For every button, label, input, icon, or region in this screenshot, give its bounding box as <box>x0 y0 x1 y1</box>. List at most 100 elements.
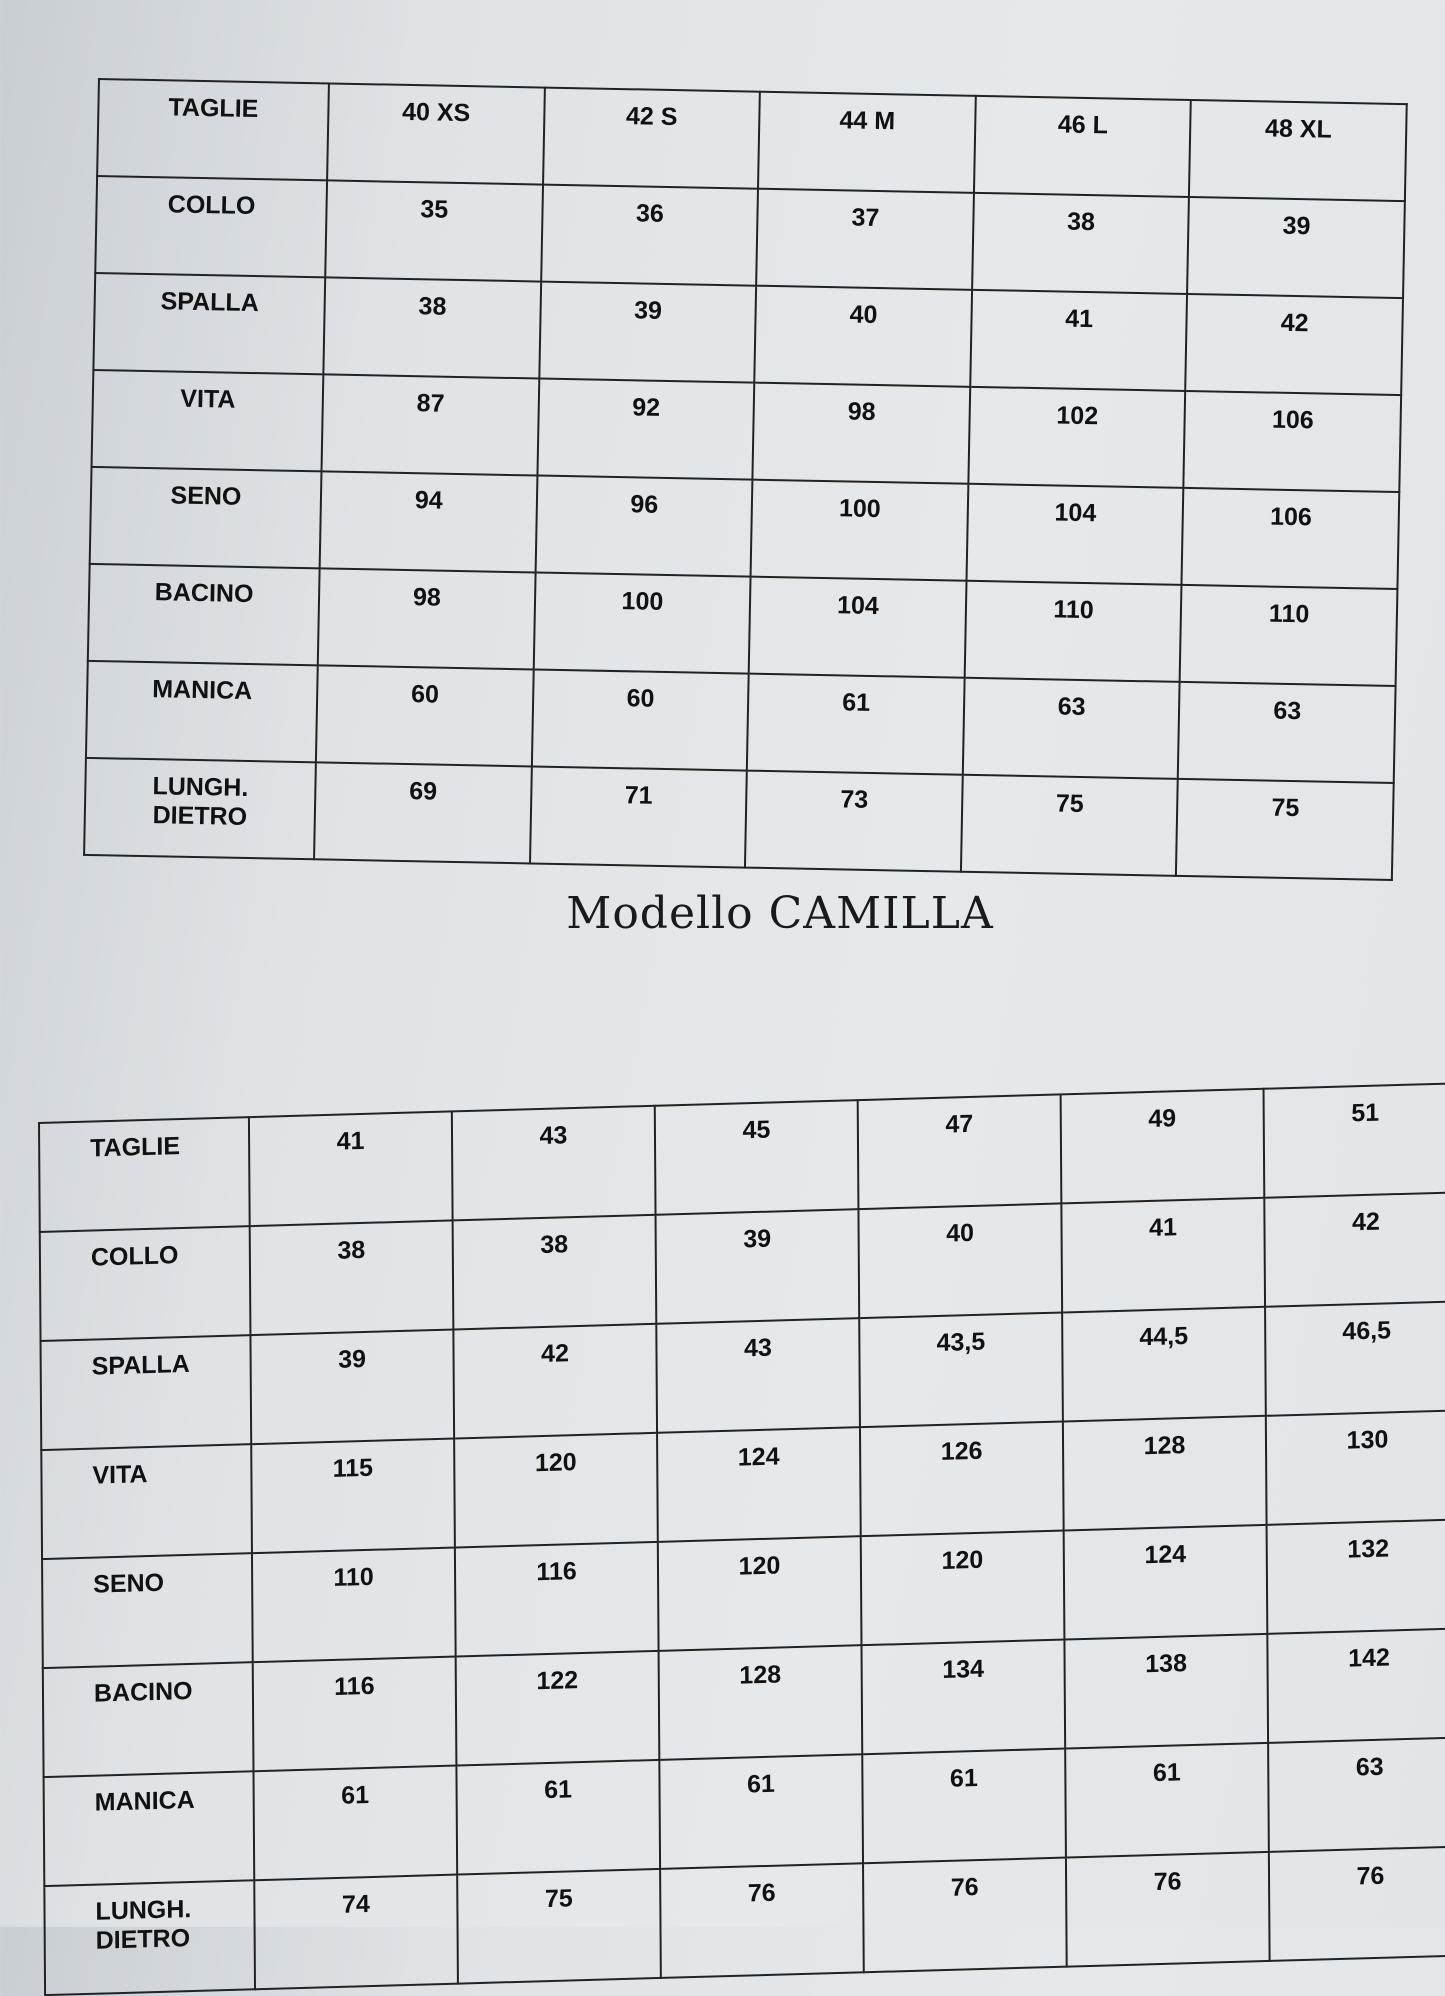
measurement-cell: 43 <box>656 1318 860 1433</box>
measurement-cell: 43,5 <box>859 1312 1063 1428</box>
measurement-cell: 98 <box>752 382 971 484</box>
measurement-cell: 130 <box>1265 1410 1445 1525</box>
measurement-cell: 132 <box>1266 1519 1445 1634</box>
measurement-cell: 61 <box>747 673 965 775</box>
measurement-cell: 92 <box>537 378 755 480</box>
measurement-cell: 74 <box>254 1874 458 1990</box>
measurement-cell: 60 <box>315 665 534 767</box>
measurement-cell: 120 <box>860 1530 1065 1646</box>
measurement-cell: 122 <box>455 1650 660 1766</box>
size-header: 42 S <box>542 87 761 189</box>
measurement-cell: 94 <box>319 471 538 573</box>
measurement-cell: 39 <box>655 1209 860 1324</box>
measurement-cell: 36 <box>540 184 759 286</box>
measurement-cell: 63 <box>962 677 1180 779</box>
measurement-cell: 128 <box>1062 1415 1267 1531</box>
row-label: SPALLA <box>93 272 326 375</box>
measurement-cell: 61 <box>862 1748 1066 1864</box>
measurement-cell: 38 <box>249 1220 454 1336</box>
measurement-cell: 110 <box>1179 584 1398 687</box>
measurement-cell: 42 <box>453 1323 658 1439</box>
measurement-cell: 61 <box>659 1754 864 1869</box>
size-table-top: TAGLIE 40 XS 42 S 44 M 46 L 48 XL COLLO 35 36 37 3… <box>83 78 1408 881</box>
measurement-cell: 73 <box>745 770 963 872</box>
measurement-cell: 124 <box>657 1427 861 1542</box>
measurement-cell: 87 <box>321 374 539 476</box>
measurement-cell: 42 <box>1264 1192 1445 1307</box>
measurement-cell: 106 <box>1181 487 1400 590</box>
measurement-cell: 120 <box>454 1432 658 1548</box>
row-label: BACINO <box>42 1662 254 1778</box>
row-label: LUNGH. DIETRO <box>84 757 316 860</box>
row-label: COLLO <box>39 1226 251 1342</box>
measurement-cell: 76 <box>660 1863 864 1978</box>
measurement-cell: 61 <box>253 1765 458 1881</box>
row-label: SENO <box>89 466 322 569</box>
row-label: SENO <box>42 1553 253 1669</box>
measurement-cell: 71 <box>529 766 748 868</box>
row-label: TAGLIE <box>39 1117 250 1232</box>
measurement-cell: 128 <box>658 1645 863 1760</box>
measurement-cell: 38 <box>971 192 1190 294</box>
measurement-cell: 44,5 <box>1062 1306 1266 1422</box>
measurement-cell: 39 <box>250 1329 455 1445</box>
measurement-cell: 106 <box>1183 390 1402 493</box>
measurement-cell: 96 <box>535 475 753 577</box>
measurement-cell: 124 <box>1063 1524 1268 1640</box>
measurement-cell: 41 <box>970 289 1188 391</box>
measurement-cell: 76 <box>1065 1851 1270 1967</box>
measurement-cell: 63 <box>1268 1737 1445 1852</box>
measurement-cell: 126 <box>859 1421 1064 1537</box>
measurement-cell: 138 <box>1064 1633 1269 1749</box>
row-label: SPALLA <box>40 1335 252 1451</box>
measurement-cell: 134 <box>861 1639 1066 1755</box>
size-header: 49 <box>1060 1088 1265 1204</box>
measurement-cell: 116 <box>252 1656 457 1772</box>
measurement-cell: 40 <box>858 1203 1063 1319</box>
measurement-cell: 115 <box>251 1438 455 1554</box>
row-label: COLLO <box>95 176 328 278</box>
size-header: 48 XL <box>1189 99 1407 202</box>
measurement-cell: 120 <box>657 1536 862 1651</box>
row-label: VITA <box>41 1444 252 1560</box>
size-header: 44 M <box>758 91 976 193</box>
measurement-cell: 102 <box>968 386 1186 488</box>
row-label: BACINO <box>87 563 320 666</box>
size-header: 47 <box>857 1094 1062 1210</box>
measurement-cell: 46,5 <box>1265 1301 1445 1416</box>
size-table-camilla: TAGLIE 41 43 45 47 49 51 COLLO 38 38 39 40 41 42 SPALL… <box>38 1082 1445 1996</box>
row-label: TAGLIE <box>97 79 329 181</box>
measurement-cell: 39 <box>1187 196 1405 299</box>
measurement-cell: 76 <box>863 1857 1067 1973</box>
measurement-cell: 98 <box>317 568 536 670</box>
size-header: 45 <box>654 1100 859 1215</box>
measurement-cell: 75 <box>960 774 1179 876</box>
measurement-cell: 100 <box>750 479 969 581</box>
measurement-cell: 76 <box>1268 1846 1445 1961</box>
measurement-cell: 38 <box>323 277 541 379</box>
measurement-cell: 104 <box>966 483 1184 585</box>
measurement-cell: 41 <box>1061 1197 1266 1313</box>
measurement-cell: 69 <box>314 762 532 864</box>
measurement-cell: 61 <box>456 1759 661 1875</box>
measurement-cell: 110 <box>251 1547 456 1663</box>
measurement-cell: 75 <box>1176 778 1394 880</box>
measurement-cell: 104 <box>748 576 967 678</box>
row-label: VITA <box>91 369 324 472</box>
measurement-cell: 38 <box>452 1214 657 1330</box>
measurement-cell: 100 <box>533 572 751 674</box>
size-header: 51 <box>1263 1083 1445 1198</box>
model-title: Modello CAMILLA <box>566 888 994 939</box>
measurement-cell: 42 <box>1185 293 1404 396</box>
measurement-cell: 75 <box>457 1868 661 1984</box>
size-header: 40 XS <box>327 83 545 185</box>
size-header: 41 <box>248 1111 453 1227</box>
measurement-cell: 39 <box>538 281 757 383</box>
measurement-cell: 35 <box>325 180 543 282</box>
measurement-cell: 37 <box>756 188 974 290</box>
measurement-cell: 63 <box>1178 681 1396 784</box>
measurement-cell: 142 <box>1267 1628 1445 1743</box>
measurement-cell: 40 <box>754 285 972 387</box>
measurement-cell: 61 <box>1065 1742 1269 1858</box>
size-header: 43 <box>451 1105 656 1221</box>
